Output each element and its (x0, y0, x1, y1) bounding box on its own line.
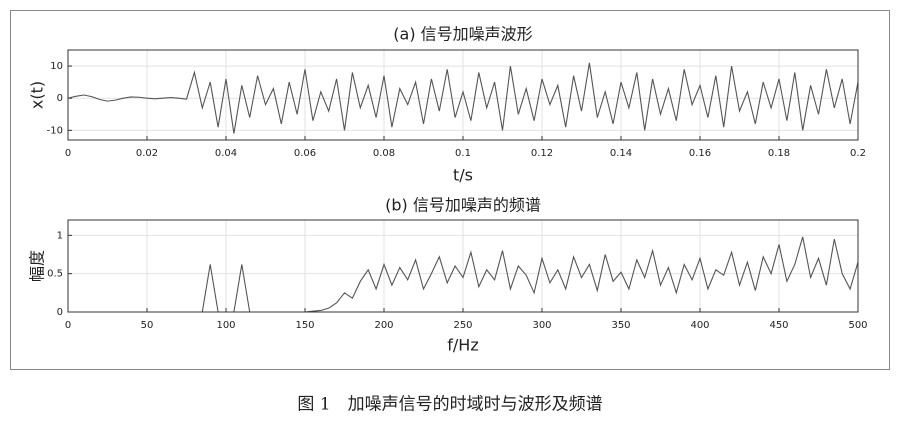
x-axis-label: f/Hz (447, 336, 478, 355)
y-axis-label: 幅度 (28, 250, 47, 282)
x-tick-label: 0.08 (373, 148, 395, 159)
chart-title: (a) 信号加噪声波形 (393, 25, 532, 44)
x-tick-label: 0.16 (689, 148, 711, 159)
y-tick-label: 0.5 (47, 269, 63, 280)
x-tick-label: 350 (611, 320, 630, 331)
y-tick-label: -10 (47, 125, 63, 136)
y-tick-label: 0 (57, 307, 63, 318)
y-axis-label: x(t) (28, 81, 47, 109)
x-tick-label: 0.2 (850, 148, 866, 159)
x-tick-label: 0 (65, 320, 71, 331)
caption: 图 1 加噪声信号的时域时与波形及频谱 (297, 395, 602, 415)
x-tick-label: 400 (690, 320, 709, 331)
x-axis-label: t/s (453, 166, 473, 185)
x-tick-label: 0.02 (136, 148, 158, 159)
x-tick-label: 0.06 (294, 148, 316, 159)
y-tick-label: 0 (57, 93, 63, 104)
x-tick-label: 450 (769, 320, 788, 331)
x-tick-label: 250 (453, 320, 472, 331)
x-tick-label: 50 (141, 320, 154, 331)
x-tick-label: 0.04 (215, 148, 237, 159)
x-tick-label: 0.12 (531, 148, 553, 159)
x-tick-label: 0.1 (455, 148, 471, 159)
y-tick-label: 10 (50, 61, 63, 72)
x-tick-label: 500 (848, 320, 867, 331)
x-tick-label: 0 (65, 148, 71, 159)
chart-title: (b) 信号加噪声的频谱 (385, 196, 541, 215)
signal-line (67, 62, 859, 134)
x-tick-label: 300 (532, 320, 551, 331)
plot-frame (67, 219, 859, 313)
x-tick-label: 0.18 (768, 148, 790, 159)
plot-frame (67, 49, 859, 141)
x-tick-label: 100 (216, 320, 235, 331)
x-tick-label: 0.14 (610, 148, 632, 159)
figure-frame (10, 10, 890, 370)
x-tick-label: 150 (295, 320, 314, 331)
x-tick-label: 200 (374, 320, 393, 331)
y-tick-label: 1 (57, 230, 63, 241)
